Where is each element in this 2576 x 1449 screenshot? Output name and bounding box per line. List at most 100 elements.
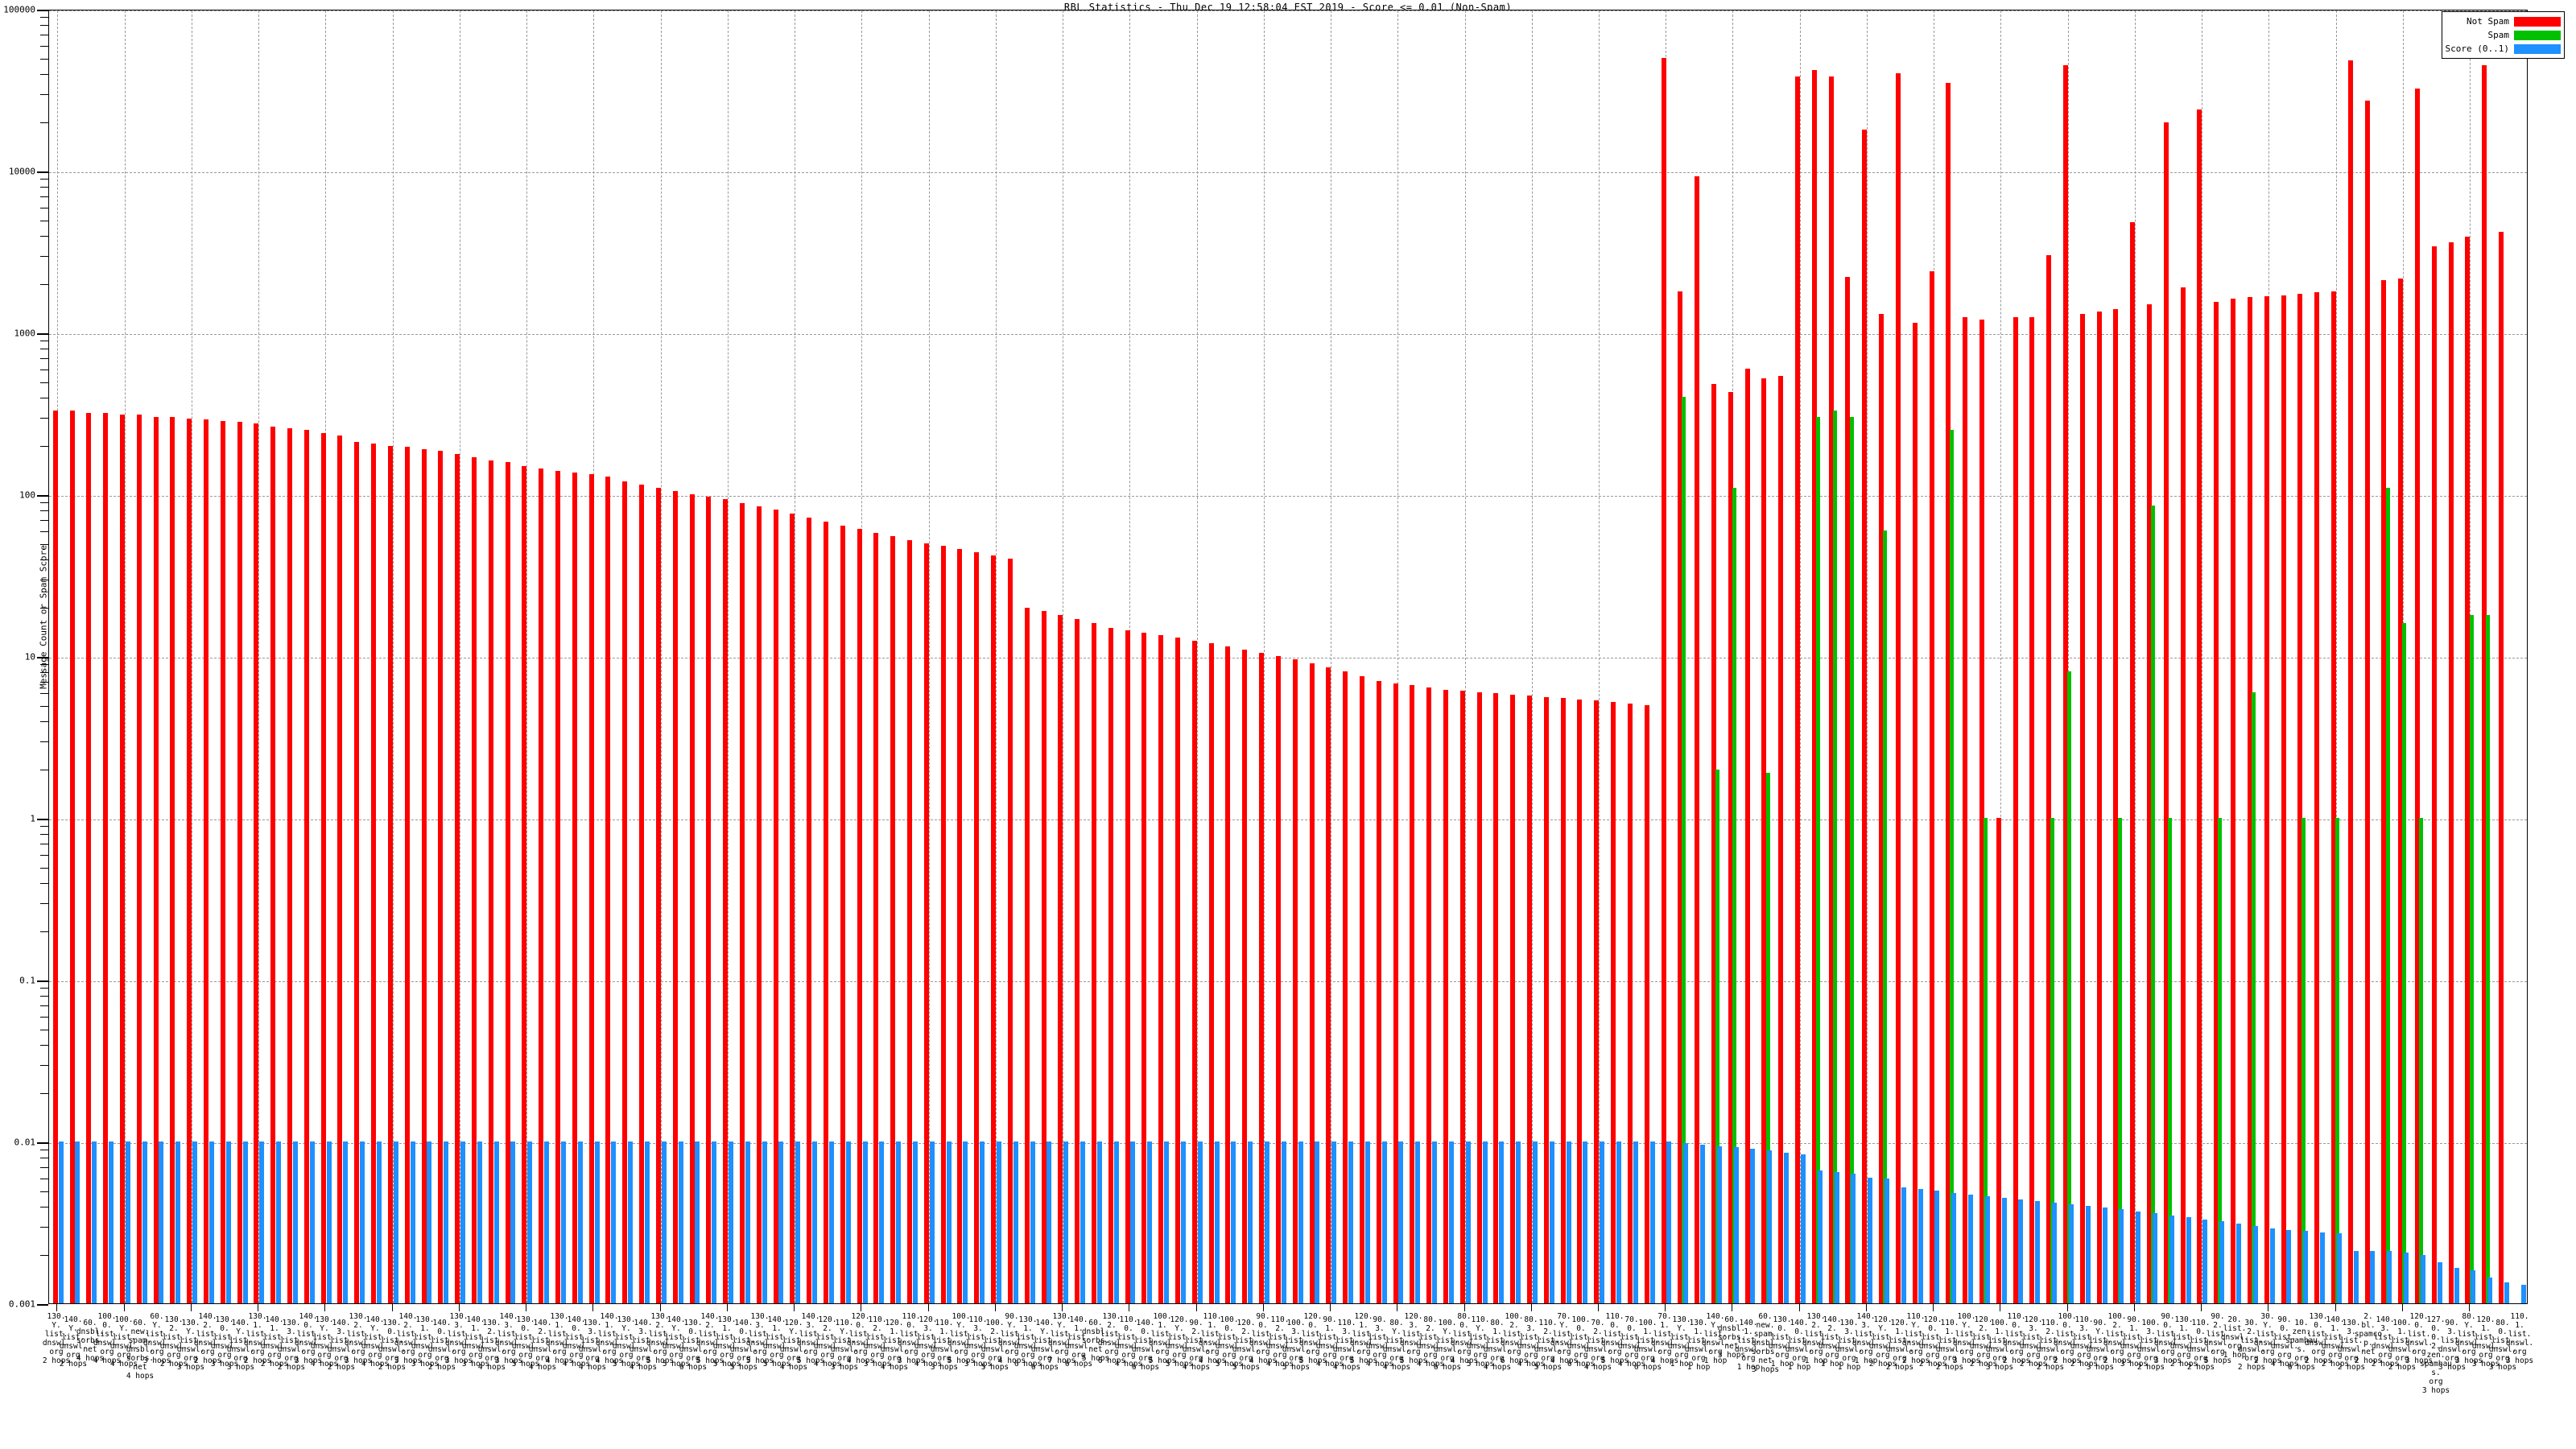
y-axis-tick xyxy=(40,931,48,933)
x-axis-label-line: spam. xyxy=(128,1336,152,1345)
x-axis-label-line: 5 hops xyxy=(1282,1363,1311,1372)
x-axis-label-line: 80. xyxy=(1423,1315,1438,1324)
x-axis-label-line: 6 hops xyxy=(1064,1360,1093,1368)
x-axis-label-line: 2. xyxy=(2431,1342,2441,1351)
x-axis-label-line: 110. xyxy=(1538,1319,1558,1327)
x-axis-label-line: dnswl. xyxy=(696,1339,724,1348)
x-axis-label: 90. 2. list. dnswl. org 4 hops xyxy=(1179,1319,1214,1372)
y-axis-title: Message Count or Spam Score xyxy=(38,545,49,689)
x-axis-label-line: 4 hops xyxy=(1583,1363,1612,1372)
x-axis-label-line: 140. xyxy=(1706,1312,1725,1321)
x-axis-label: 100. 1. list. dnswl. org 5 hops xyxy=(1145,1312,1180,1365)
x-axis-label-line: dnswl. xyxy=(1918,1342,1947,1351)
x-axis-label-line: 2. xyxy=(705,1321,715,1330)
x-axis-label-line: 4 hops xyxy=(1198,1356,1227,1365)
x-axis-label-line: 1. xyxy=(1995,1327,2004,1336)
x-axis-label-line: list. xyxy=(279,1336,303,1345)
x-axis-label-line: 1. xyxy=(1359,1321,1368,1330)
bar-score xyxy=(679,1141,683,1303)
plot-area xyxy=(48,10,2528,1304)
x-axis-label-line: dnswl. xyxy=(1433,1345,1462,1354)
x-axis-label-line: 3. xyxy=(504,1321,514,1330)
bar-not-spam xyxy=(1058,614,1063,1303)
x-axis-label-line: dnswl. xyxy=(1617,1342,1646,1351)
x-axis-label: 120. 0. list. dnswl. org 5 hops xyxy=(1295,1312,1331,1365)
x-axis-label-line: dnswl. xyxy=(813,1342,842,1351)
x-axis-label-line: dnswl. xyxy=(2270,1342,2299,1351)
x-axis-label-line: 100. xyxy=(2392,1319,2412,1327)
x-axis-label-line: 1. xyxy=(1895,1327,1905,1336)
x-axis-label-line: org xyxy=(2127,1351,2141,1360)
x-axis-label: 140. 3. list. dnswl. org 3 hops xyxy=(491,1312,526,1365)
x-axis-label-line: 110. xyxy=(2191,1319,2211,1327)
x-axis-label-line: 3 hops xyxy=(394,1356,423,1365)
x-axis-label-line: dnswl. xyxy=(1450,1339,1479,1348)
x-axis-label: 140. 1. list. dnswl. org 2 hops xyxy=(2318,1315,2353,1368)
x-axis-label-line: dnswl. xyxy=(1215,1342,1244,1351)
x-axis-label-line: org xyxy=(1825,1351,1839,1360)
x-axis-label-line: org xyxy=(1942,1354,1957,1363)
bar-spam xyxy=(1850,417,1854,1303)
bar-score xyxy=(1231,1141,1236,1303)
x-axis-label-line: org xyxy=(1389,1354,1404,1363)
x-axis-label: 120. 2. list. dnswl. org 5 hops xyxy=(1228,1319,1264,1372)
x-axis-label-line: 60. xyxy=(150,1312,164,1321)
x-axis-label-line: 3 hops xyxy=(2488,1363,2517,1372)
x-axis-label-line: 4 hops xyxy=(813,1360,842,1368)
x-axis-label-line: list. xyxy=(2339,1336,2363,1345)
x-axis-label-line: 3 hops xyxy=(344,1356,373,1365)
x-axis-label-line: org xyxy=(469,1351,483,1360)
bar-not-spam xyxy=(1360,676,1364,1303)
bar-not-spam xyxy=(2113,308,2118,1303)
x-axis-label-line: 2. xyxy=(203,1321,213,1330)
x-axis-label-line: 7 hops xyxy=(1047,1356,1076,1365)
x-axis-label-line: 5 hops xyxy=(1349,1356,1378,1365)
x-axis-label-line: 5 hops xyxy=(729,1363,758,1372)
x-axis-label-line: Y. xyxy=(1559,1321,1569,1330)
x-axis-label-line: sorbs. xyxy=(1751,1348,1780,1356)
x-axis-label-line: 5 hops xyxy=(2203,1356,2232,1365)
x-axis-label-line: org xyxy=(1909,1348,1923,1356)
bar-not-spam xyxy=(757,506,762,1303)
x-axis-label-line: dnswl. xyxy=(294,1339,323,1348)
bar-score xyxy=(1315,1141,1319,1303)
x-axis-label: 140. 0. list. dnswl. org 6 hops xyxy=(1128,1319,1163,1372)
x-axis-label-line: org xyxy=(1541,1354,1555,1363)
bar-not-spam xyxy=(237,422,242,1303)
x-axis-label-line: org xyxy=(1005,1348,1019,1356)
x-axis-label-line: spamcop. xyxy=(2354,1330,2383,1348)
x-axis-label-line: 0. xyxy=(2431,1324,2441,1333)
x-axis-label-line: 4 hops xyxy=(528,1363,557,1372)
x-axis-label-line: dnswl. xyxy=(1198,1339,1227,1348)
x-axis-label-line: Y. xyxy=(956,1321,966,1330)
x-axis-label-line: list. xyxy=(1871,1333,1895,1342)
bar-score xyxy=(1298,1141,1303,1303)
x-axis-label-line: list. xyxy=(1402,1330,1426,1339)
x-axis-label-line: 2 hops xyxy=(1868,1360,1897,1368)
vertical-gridline xyxy=(929,10,930,1303)
x-axis-label-line: 0. xyxy=(102,1321,112,1330)
x-axis-label-line: dnswl. xyxy=(2471,1342,2500,1351)
x-axis-label-line: 100. xyxy=(2107,1312,2127,1321)
vertical-gridline xyxy=(1532,10,1533,1303)
x-axis-label-line: 2 hops xyxy=(2186,1363,2215,1372)
x-axis-label-line: 4 hops xyxy=(1617,1360,1646,1368)
bar-score xyxy=(2018,1199,2023,1303)
x-axis-label: 130. 0. list. dnswl. org 2 hops xyxy=(374,1319,410,1372)
x-axis-label-line: 1 hop xyxy=(1670,1360,1694,1368)
x-axis-label-line: list. xyxy=(1133,1336,1158,1345)
x-axis-label-line: 70. xyxy=(1557,1312,1571,1321)
x-axis-label: 140. Y. list. dnswl. org 4 hops xyxy=(357,1315,393,1368)
x-axis-label: 140. 3. list. dnswl. org 1 hop xyxy=(1848,1312,1884,1365)
x-axis-label-line: list. xyxy=(2122,1333,2146,1342)
x-axis-label: 110. 1. list. dnswl. org 2 hops xyxy=(1932,1319,1967,1372)
x-axis-label-line: dnswl. xyxy=(1047,1339,1076,1348)
x-axis-label-line: dnswl. xyxy=(2337,1345,2366,1354)
x-axis-label-line: dnswl. xyxy=(2186,1345,2215,1354)
y-axis-tick xyxy=(40,1093,48,1095)
x-axis-label-line: dnswl. xyxy=(159,1342,188,1351)
x-axis-label-line: dnswl. xyxy=(1131,1345,1160,1354)
vertical-gridline xyxy=(661,10,662,1303)
x-axis-label-line: 130. xyxy=(650,1312,670,1321)
bar-spam xyxy=(2168,818,2172,1303)
